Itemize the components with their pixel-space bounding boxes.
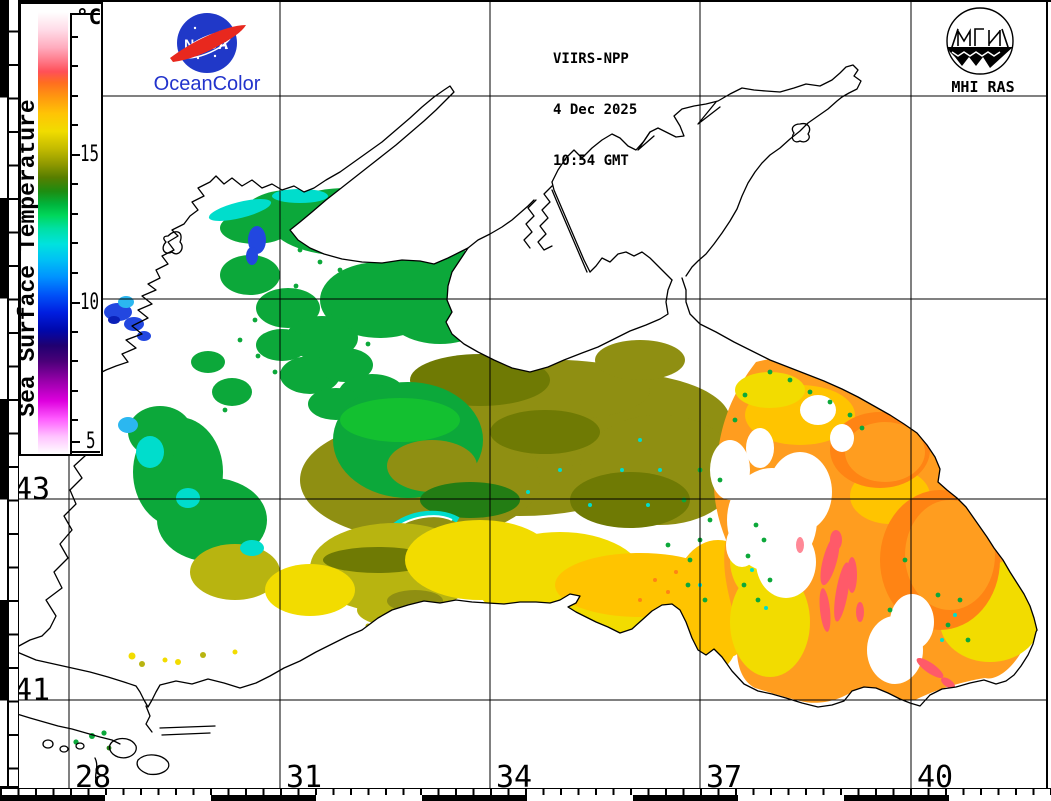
map-frame-right — [1046, 0, 1048, 789]
institute-caption: MHI RAS — [951, 78, 1015, 96]
colorbar-minor-tick — [72, 360, 78, 362]
colorbar-minor-tick — [72, 213, 78, 215]
oceancolor-caption: OceanColor — [153, 73, 261, 95]
colorbar-minor-tick — [72, 272, 78, 274]
nasa-logo: NASA — [170, 13, 246, 73]
colorbar-gradient — [38, 12, 68, 454]
colorbar-tick-label: 15 — [80, 142, 100, 167]
colorbar-minor-tick — [72, 65, 78, 67]
map-frame-top — [0, 0, 1051, 2]
sst-field — [118, 188, 1040, 703]
latitude-ruler-inner — [8, 0, 19, 789]
longitude-ruler-bands — [0, 795, 1051, 801]
graticule — [17, 2, 1046, 788]
colorbar-minor-tick — [72, 242, 78, 244]
latitude-label: 43 — [14, 472, 51, 507]
colorbar-minor-tick — [72, 95, 78, 97]
colorbar-major-tick — [72, 154, 80, 156]
colorbar-minor-tick — [72, 331, 78, 333]
colorbar-minor-tick — [72, 124, 78, 126]
acquisition-info: VIIRS-NPP 4 Dec 2025 10:54 GMT — [553, 17, 637, 204]
cyan-speckles — [526, 438, 957, 642]
colorbar-major-tick — [72, 441, 80, 443]
latitude-label: 41 — [14, 673, 51, 708]
colorbar-minor-tick — [72, 36, 78, 38]
colorbar-bracket — [70, 13, 100, 15]
colorbar-tick-label: 10 — [80, 290, 100, 315]
colorbar-bracket — [70, 451, 100, 453]
colorbar-axis — [70, 14, 72, 454]
sensor-label: VIIRS-NPP — [553, 51, 629, 67]
colorbar-tick-label: 5 — [86, 429, 96, 454]
latitude-ruler-outer — [0, 0, 8, 789]
colorbar-minor-tick — [72, 419, 78, 421]
sst-colorbar-panel: Sea Surface Temperature °C 15 10 5 — [15, 2, 103, 456]
green-speckles — [222, 247, 971, 643]
date-label: 4 Dec 2025 — [553, 102, 638, 118]
land-mask — [17, 2, 1046, 786]
mhi-ras-logo — [946, 7, 1014, 75]
time-label: 10:54 GMT — [553, 153, 629, 169]
colorbar-title: Sea Surface Temperature — [15, 99, 41, 417]
colorbar-unit-label: °C — [76, 5, 102, 29]
colorbar-major-tick — [72, 302, 80, 304]
colorbar-minor-tick — [72, 390, 78, 392]
colorbar-minor-tick — [72, 183, 78, 185]
